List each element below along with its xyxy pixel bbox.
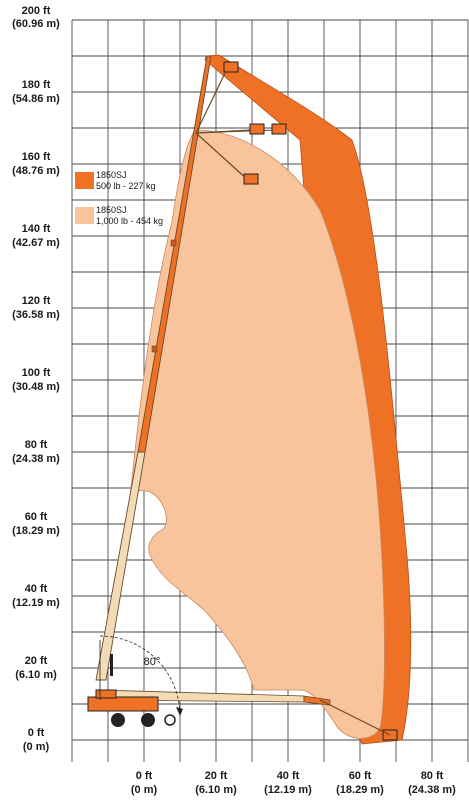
x-label-m: (24.38 m): [408, 784, 456, 796]
legend-swatch-500lb: [75, 172, 94, 189]
x-label-ft: 20 ft: [205, 770, 228, 782]
legend-capacity-500lb: 500 lb - 227 kg: [96, 181, 156, 191]
x-label-m: (0 m): [131, 784, 158, 796]
y-label-ft: 160 ft: [22, 151, 51, 163]
y-label-ft: 60 ft: [25, 511, 48, 523]
x-label-m: (6.10 m): [195, 784, 237, 796]
y-label-m: (6.10 m): [15, 669, 57, 681]
x-label-ft: 60 ft: [349, 770, 372, 782]
envelope-1000lb: [129, 129, 385, 739]
legend-capacity-1000lb: 1,000 lb - 454 kg: [96, 216, 163, 226]
y-label-ft: 100 ft: [22, 367, 51, 379]
boom: [95, 55, 277, 681]
machine-base: [87, 689, 176, 727]
y-label-ft: 140 ft: [22, 223, 51, 235]
x-label-ft: 40 ft: [277, 770, 300, 782]
y-label-ft: 20 ft: [25, 655, 48, 667]
y-label-m: (36.58 m): [12, 309, 60, 321]
y-label-ft: 40 ft: [25, 583, 48, 595]
y-label-m: (48.76 m): [12, 165, 60, 177]
angle-indicator: [99, 635, 183, 717]
y-label-m: (12.19 m): [12, 597, 60, 609]
x-label-m: (12.19 m): [264, 784, 312, 796]
y-label-ft: 200 ft: [22, 5, 51, 17]
legend-model-500lb: 1850SJ: [96, 170, 127, 180]
y-label-ft: 80 ft: [25, 439, 48, 451]
legend: 1850SJ 500 lb - 227 kg 1850SJ 1,000 lb -…: [75, 170, 163, 226]
y-label-m: (30.48 m): [12, 381, 60, 393]
y-label-ft: 0 ft: [28, 727, 45, 739]
y-label-m: (42.67 m): [12, 237, 60, 249]
y-axis-labels: 200 ft (60.96 m) 180 ft (54.86 m) 160 ft…: [12, 5, 60, 753]
x-label-ft: 80 ft: [421, 770, 444, 782]
y-label-ft: 120 ft: [22, 295, 51, 307]
x-label-ft: 0 ft: [136, 770, 153, 782]
y-label-m: (60.96 m): [12, 18, 60, 30]
angle-label: 80°: [144, 656, 161, 668]
y-label-m: (18.29 m): [12, 525, 60, 537]
x-axis-labels: 0 ft (0 m) 20 ft (6.10 m) 40 ft (12.19 m…: [131, 770, 456, 796]
y-label-ft: 180 ft: [22, 79, 51, 91]
y-label-m: (54.86 m): [12, 93, 60, 105]
y-label-m: (24.38 m): [12, 453, 60, 465]
y-label-m: (0 m): [23, 741, 50, 753]
x-label-m: (18.29 m): [336, 784, 384, 796]
legend-model-1000lb: 1850SJ: [96, 205, 127, 215]
legend-swatch-1000lb: [75, 207, 94, 224]
